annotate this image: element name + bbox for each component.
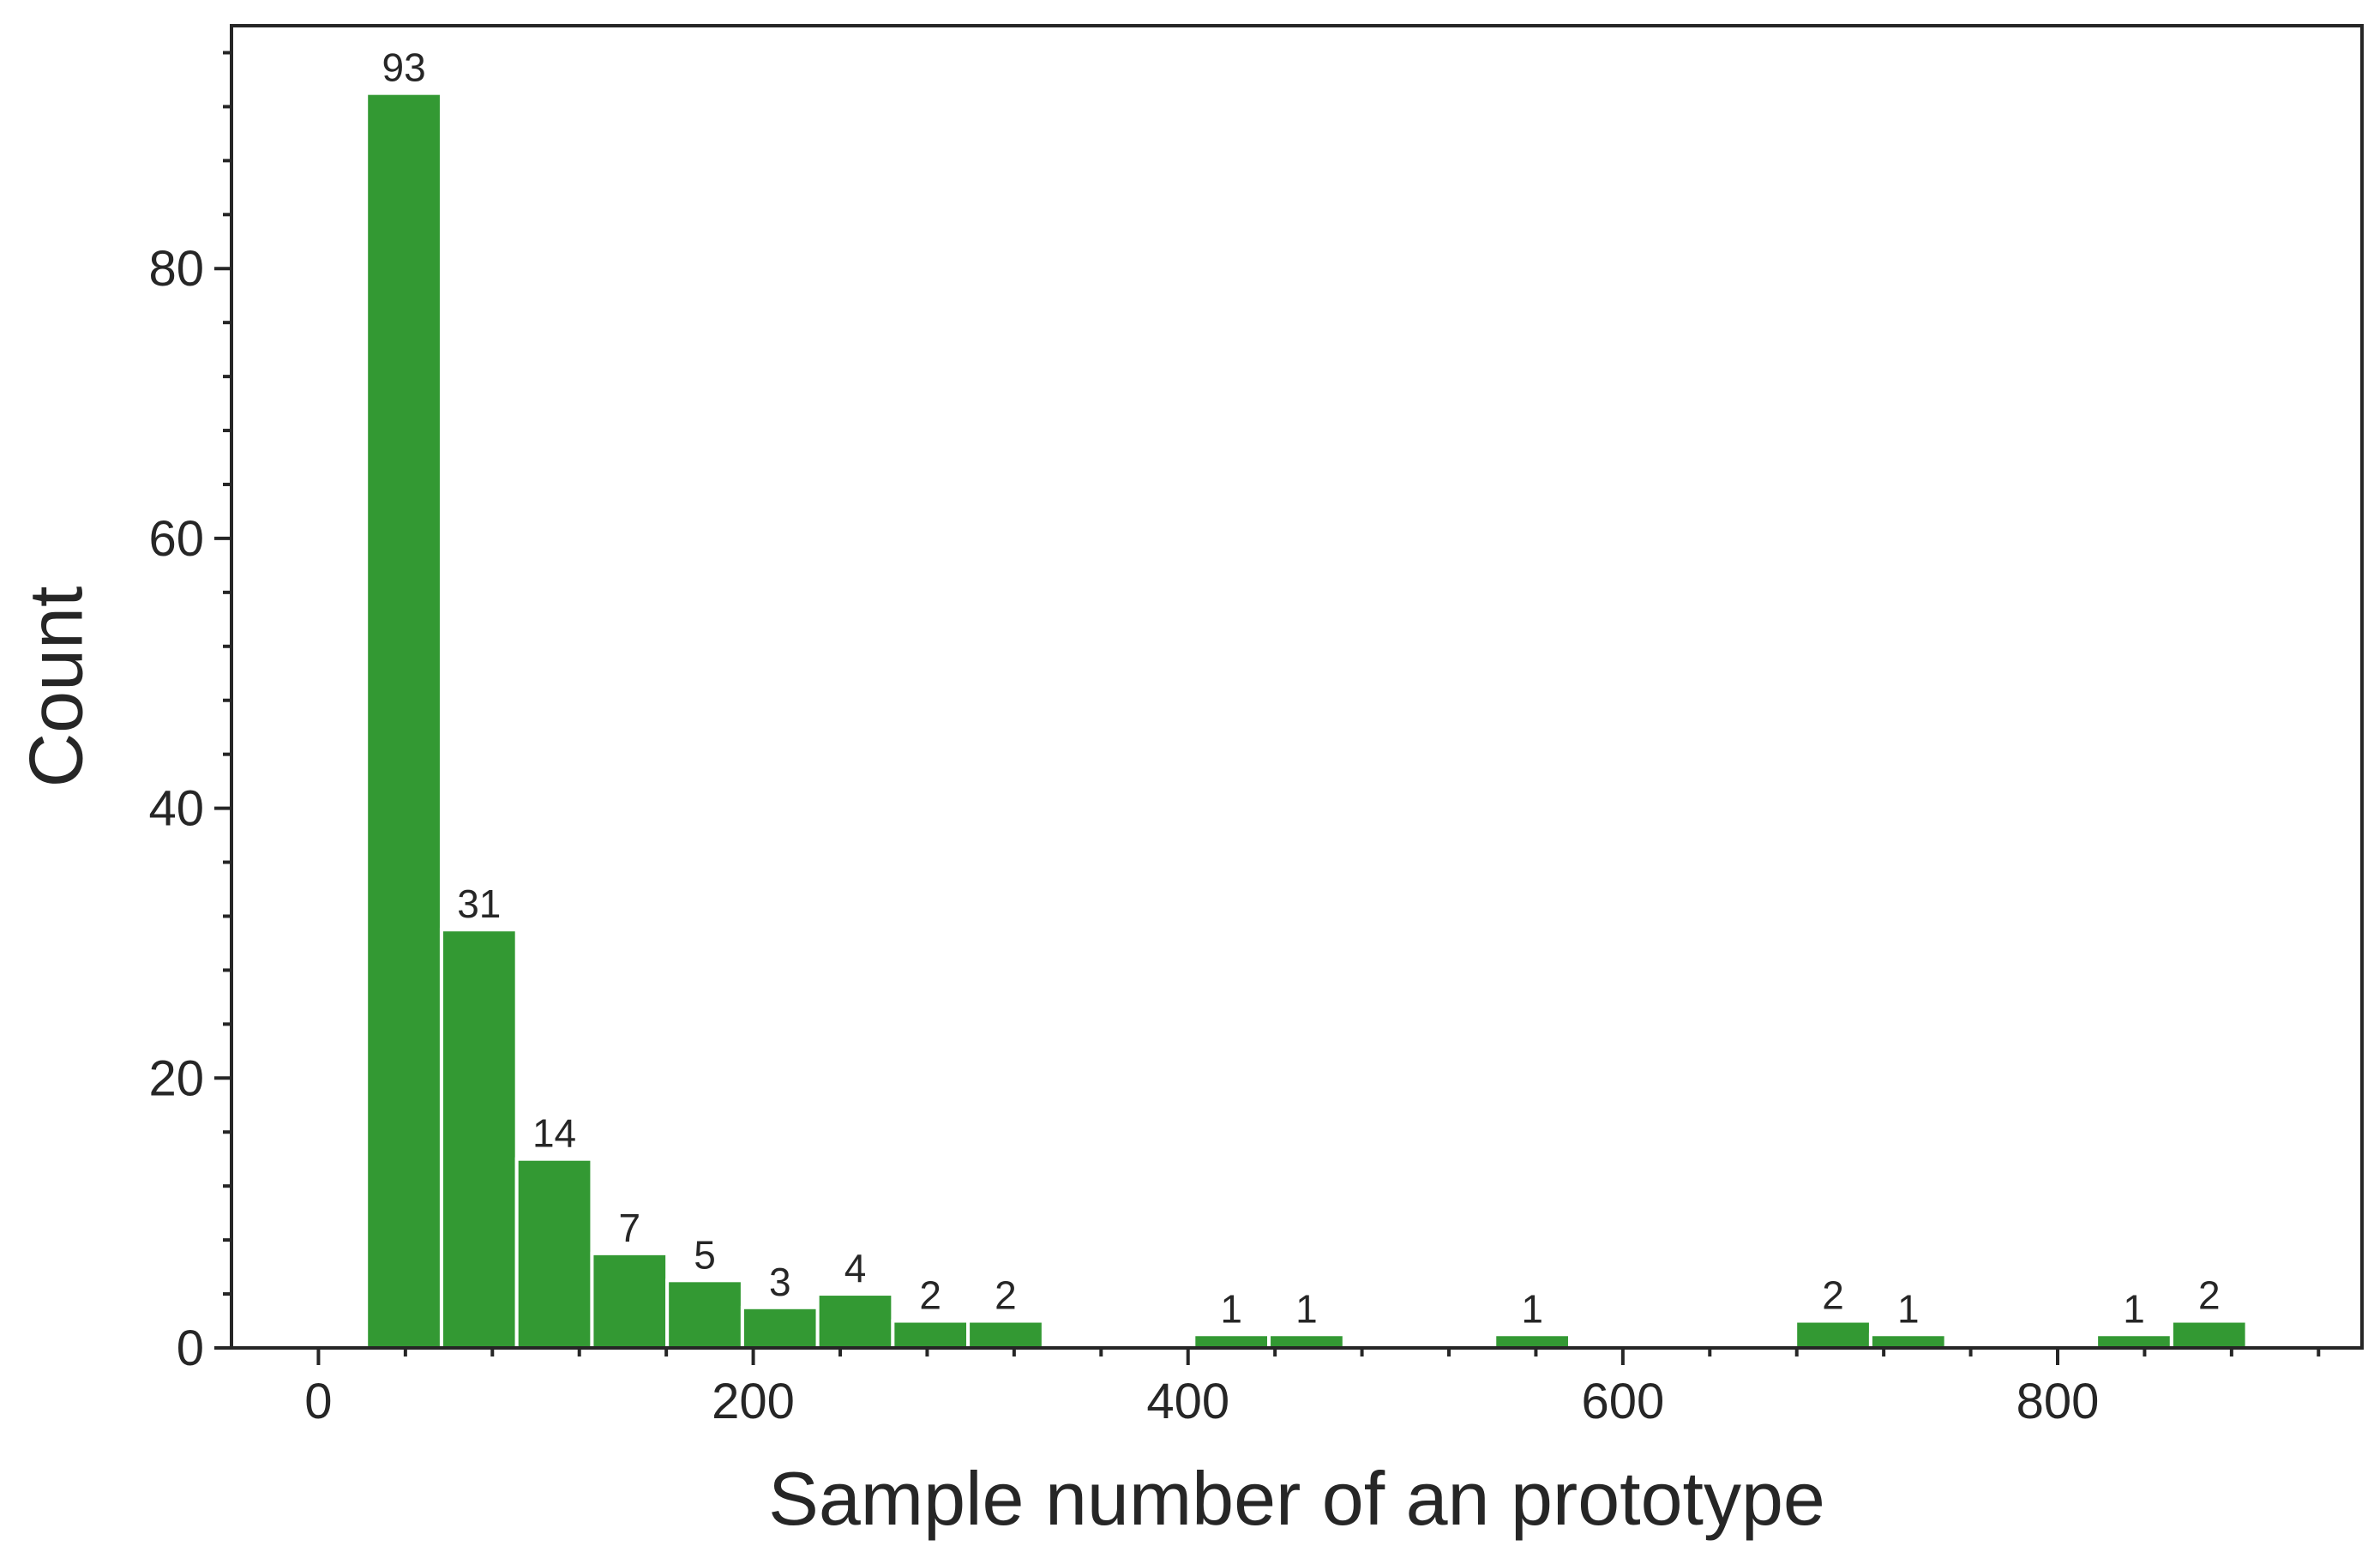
y-tick-label: 40 — [148, 781, 204, 837]
bar-value-label: 3 — [769, 1260, 791, 1304]
x-tick-label: 800 — [2016, 1374, 2100, 1429]
histogram-bar — [439, 928, 519, 1350]
x-axis: 0 200 400 600 800 — [304, 1348, 2321, 1429]
histogram-bar — [1192, 1332, 1271, 1350]
bar-value-label: 5 — [694, 1232, 716, 1277]
histogram-bar — [364, 91, 443, 1350]
y-tick-label: 0 — [177, 1320, 204, 1376]
y-tick-label: 80 — [148, 241, 204, 297]
bar-value-label: 2 — [919, 1273, 941, 1318]
x-tick-label: 200 — [712, 1374, 795, 1429]
bar-value-label: 14 — [532, 1111, 576, 1156]
bar-value-label: 1 — [1897, 1286, 1920, 1331]
histogram-bar — [514, 1157, 594, 1350]
histogram-bar — [1868, 1332, 1948, 1350]
bar-value-label: 93 — [382, 45, 425, 90]
bar-value-label: 1 — [1220, 1286, 1242, 1331]
bar-value-label: 7 — [618, 1206, 640, 1250]
histogram-bar — [891, 1319, 971, 1350]
histogram-bar — [2169, 1319, 2249, 1350]
histogram-bar — [1794, 1319, 1872, 1350]
bar-value-label: 4 — [844, 1246, 867, 1290]
plot-area: 93 31 14 7 5 3 4 2 2 1 1 1 2 1 1 2 — [364, 45, 2249, 1350]
x-tick-label: 600 — [1581, 1374, 1664, 1429]
bar-value-label: 2 — [1822, 1273, 1844, 1318]
y-axis: 0 20 40 60 80 — [148, 51, 231, 1376]
bar-value-label: 1 — [2123, 1286, 2145, 1331]
histogram-bar — [1493, 1332, 1572, 1350]
histogram-bar — [966, 1319, 1045, 1350]
bar-value-label: 1 — [1521, 1286, 1543, 1331]
histogram-bar — [740, 1305, 820, 1350]
x-tick-label: 0 — [304, 1374, 332, 1429]
y-axis-title: Count — [13, 586, 98, 788]
histogram-bar — [815, 1292, 895, 1350]
y-tick-label: 60 — [148, 511, 204, 567]
y-tick-label: 20 — [148, 1050, 204, 1106]
x-axis-title: Sample number of an prototype — [768, 1456, 1825, 1541]
bar-value-label: 2 — [995, 1273, 1017, 1318]
bar-value-label: 31 — [457, 881, 501, 926]
plot-frame — [230, 24, 2364, 1350]
histogram-bar — [1267, 1332, 1346, 1350]
bar-value-label: 1 — [1295, 1286, 1318, 1331]
histogram-bar — [2095, 1332, 2173, 1350]
histogram-bar — [665, 1278, 744, 1350]
x-tick-label: 400 — [1146, 1374, 1229, 1429]
histogram-bar — [590, 1251, 670, 1350]
bar-value-label: 2 — [2198, 1273, 2221, 1318]
